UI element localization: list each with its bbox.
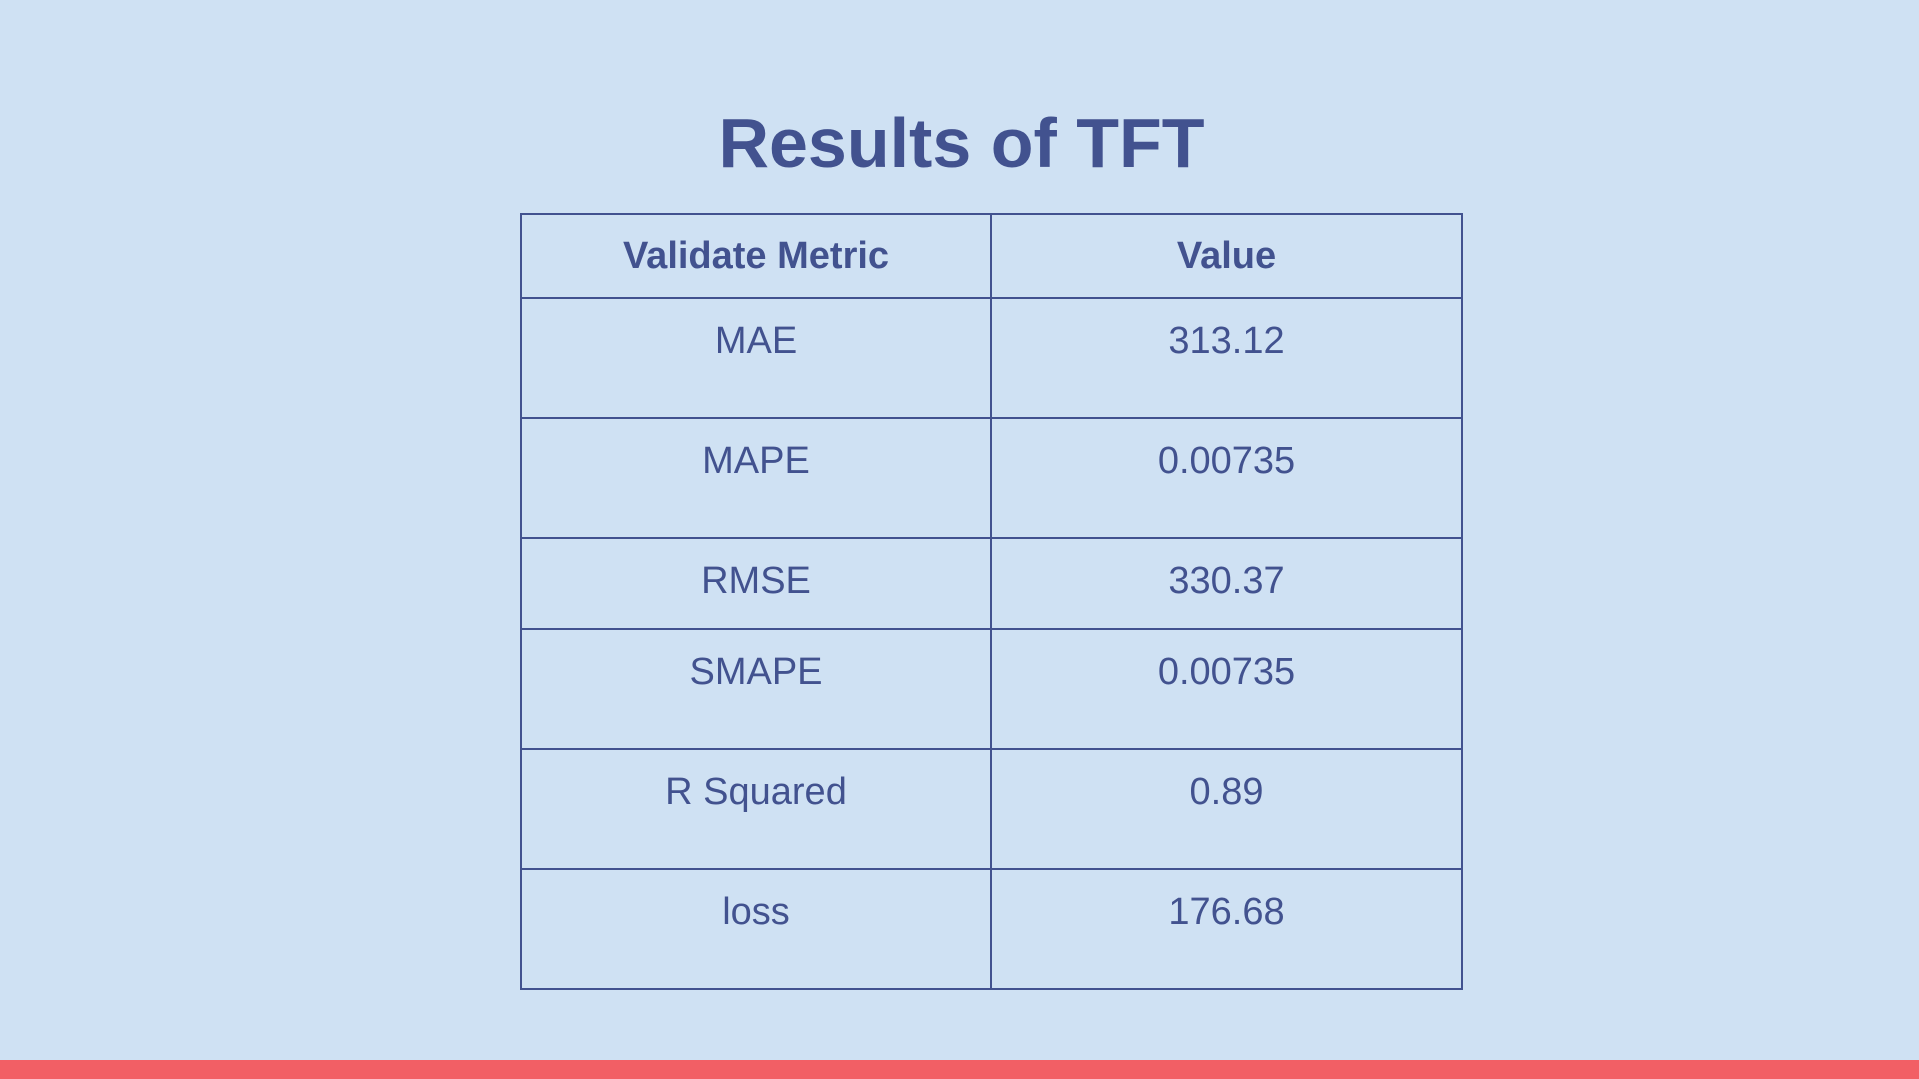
table-row: MAE 313.12	[520, 297, 1463, 419]
value-cell: 0.89	[990, 748, 1463, 870]
metric-cell: RMSE	[520, 537, 992, 630]
column-header-metric: Validate Metric	[520, 213, 992, 299]
value-cell: 330.37	[990, 537, 1463, 630]
metric-cell: MAE	[520, 297, 992, 419]
metric-value: 0.00735	[1157, 440, 1296, 482]
metric-value: 313.12	[1168, 320, 1285, 362]
table-row: R Squared 0.89	[520, 748, 1463, 870]
metric-cell: loss	[520, 868, 992, 990]
metric-value: 0.00735	[1157, 651, 1296, 693]
slide-title: Results of TFT	[718, 104, 1205, 182]
table-row: SMAPE 0.00735	[520, 628, 1463, 750]
table-header-row: Validate Metric Value	[520, 213, 1463, 299]
metric-cell: MAPE	[520, 417, 992, 539]
table-row: loss 176.68	[520, 868, 1463, 990]
table-row: MAPE 0.00735	[520, 417, 1463, 539]
metric-label: loss	[722, 891, 790, 933]
metrics-table: Validate Metric Value MAE 313.12 MAPE 0.…	[520, 213, 1463, 990]
value-cell: 176.68	[990, 868, 1463, 990]
metric-label: SMAPE	[689, 651, 823, 693]
value-cell: 313.12	[990, 297, 1463, 419]
footer-accent-bar	[0, 1060, 1919, 1079]
metric-value: 330.37	[1168, 560, 1285, 602]
metric-cell: SMAPE	[520, 628, 992, 750]
metric-value: 176.68	[1168, 891, 1285, 933]
metric-label: MAPE	[702, 440, 810, 482]
table-row: RMSE 330.37	[520, 537, 1463, 630]
metric-cell: R Squared	[520, 748, 992, 870]
value-cell: 0.00735	[990, 417, 1463, 539]
metric-label: RMSE	[701, 560, 811, 602]
value-cell: 0.00735	[990, 628, 1463, 750]
metric-value: 0.89	[1189, 771, 1264, 813]
column-header-value: Value	[990, 213, 1463, 299]
metric-label: MAE	[714, 320, 798, 362]
metric-label: R Squared	[665, 771, 847, 813]
